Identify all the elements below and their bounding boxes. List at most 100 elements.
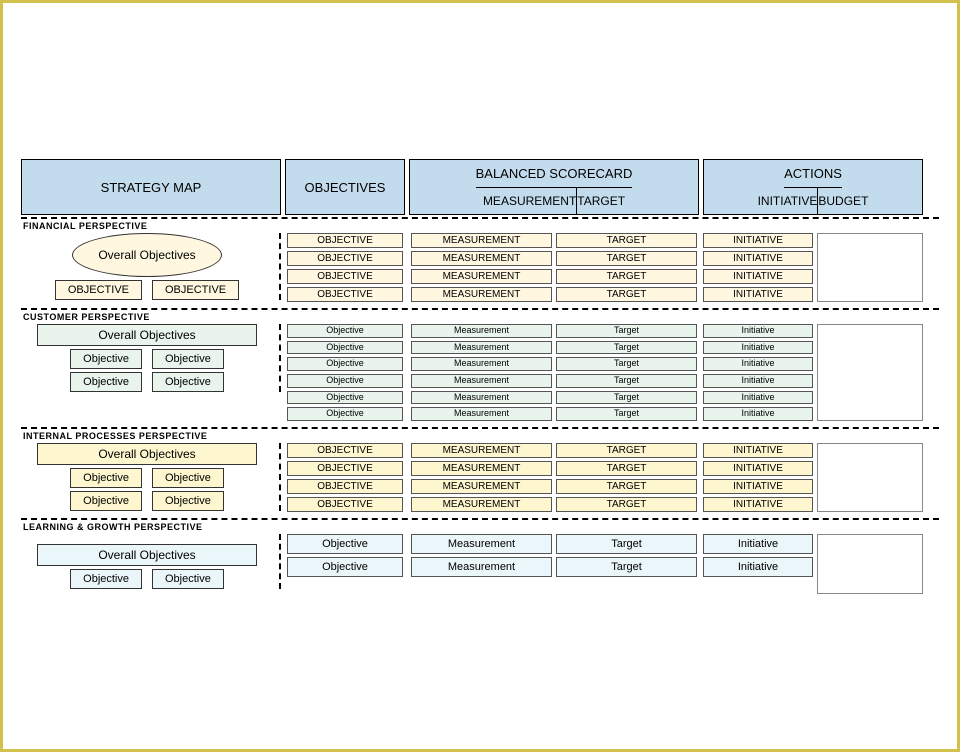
objectives-column: OBJECTIVEOBJECTIVEOBJECTIVEOBJECTIVE <box>285 233 405 302</box>
initiative-cell: INITIATIVE <box>703 497 813 512</box>
objectives-column: ObjectiveObjective <box>285 534 405 577</box>
bsc-column: MEASUREMENTTARGETMEASUREMENTTARGETMEASUR… <box>409 443 699 512</box>
initiative-column: INITIATIVE INITIATIVE INITIATIVE INITIATIVE <box>703 443 813 512</box>
target-cell: TARGET <box>556 269 697 284</box>
perspective-label: FINANCIAL PERSPECTIVE <box>23 221 939 231</box>
initiative-cell: INITIATIVE <box>703 287 813 302</box>
overall-objectives-oval: Overall Objectives <box>72 233 222 277</box>
target-cell: Target <box>556 391 697 405</box>
strategy-objective: Objective <box>152 569 224 589</box>
objectives-column: OBJECTIVEOBJECTIVEOBJECTIVEOBJECTIVE <box>285 443 405 512</box>
measurement-cell: Measurement <box>411 341 552 355</box>
target-cell: TARGET <box>556 497 697 512</box>
objective-cell: Objective <box>287 407 403 421</box>
overall-objectives-rect: Overall Objectives <box>37 443 257 465</box>
objective-cell: Objective <box>287 341 403 355</box>
bsc-row: MeasurementTarget <box>411 357 697 371</box>
perspective-label: LEARNING & GROWTH PERSPECTIVE <box>23 522 939 532</box>
objective-cell: OBJECTIVE <box>287 269 403 284</box>
target-cell: Target <box>556 557 697 577</box>
header-measurement: MEASUREMENT <box>483 188 576 215</box>
bsc-row: MeasurementTarget <box>411 374 697 388</box>
strategy-objective: Objective <box>152 468 224 488</box>
perspective-financial: FINANCIAL PERSPECTIVEOverall ObjectivesO… <box>21 217 939 306</box>
measurement-cell: Measurement <box>411 391 552 405</box>
initiative-cell: INITIATIVE <box>703 233 813 248</box>
strategy-column: Overall ObjectivesObjectiveObjective <box>21 534 281 589</box>
strategy-objective: OBJECTIVE <box>152 280 239 300</box>
measurement-cell: MEASUREMENT <box>411 443 552 458</box>
perspective-customer: CUSTOMER PERSPECTIVE Overall Objectives Ob… <box>21 308 939 425</box>
bsc-row: MeasurementTarget <box>411 407 697 421</box>
overall-objectives-rect: Overall Objectives <box>37 324 257 346</box>
strategy-objective: OBJECTIVE <box>55 280 142 300</box>
target-cell: Target <box>556 407 697 421</box>
bsc-row: MEASUREMENTTARGET <box>411 251 697 266</box>
initiative-cell: Initiative <box>703 557 813 577</box>
target-cell: Target <box>556 374 697 388</box>
initiative-cell: Initiative <box>703 534 813 554</box>
header-actions: ACTIONS INITIATIVE BUDGET <box>703 159 923 215</box>
objective-pair: OBJECTIVE OBJECTIVE <box>21 280 273 300</box>
initiative-column: INITIATIVE INITIATIVE INITIATIVE INITIATIVE <box>703 233 813 302</box>
objective-cell: OBJECTIVE <box>287 443 403 458</box>
initiative-cell: INITIATIVE <box>703 461 813 476</box>
objective-cell: OBJECTIVE <box>287 251 403 266</box>
header-budget: BUDGET <box>817 188 868 215</box>
initiative-cell: INITIATIVE <box>703 269 813 284</box>
perspective-label: INTERNAL PROCESSES PERSPECTIVE <box>23 431 939 441</box>
perspective-body: Overall ObjectivesObjectiveObjectiveObje… <box>21 443 939 512</box>
bsc-row: MEASUREMENT TARGET <box>411 461 697 476</box>
objectives-column: ObjectiveObjectiveObjectiveObjectiveObje… <box>285 324 405 421</box>
target-cell: TARGET <box>556 479 697 494</box>
objective-cell: OBJECTIVE <box>287 287 403 302</box>
perspective-body: Overall ObjectivesObjectiveObjectiveObje… <box>21 534 939 594</box>
overall-objectives-rect: Overall Objectives <box>37 544 257 566</box>
initiative-cell: INITIATIVE <box>703 251 813 266</box>
actions-column: InitiativeInitiativeInitiativeInitiative… <box>703 324 923 421</box>
strategy-objective: Objective <box>70 491 142 511</box>
bsc-column: MEASUREMENTTARGET MEASUREMENTTARGET MEASUR… <box>409 233 699 302</box>
bsc-row: MEASUREMENTTARGET <box>411 497 697 512</box>
header-row: STRATEGY MAP OBJECTIVES BALANCED SCORECA… <box>21 159 939 215</box>
target-cell: TARGET <box>556 233 697 248</box>
objective-cell: Objective <box>287 324 403 338</box>
objective-pair: ObjectiveObjective <box>21 372 273 392</box>
initiative-cell: INITIATIVE <box>703 479 813 494</box>
objective-cell: OBJECTIVE <box>287 461 403 476</box>
strategy-column: Overall Objectives OBJECTIVE OBJECTIVE <box>21 233 281 300</box>
target-cell: TARGET <box>556 461 697 476</box>
bsc-row: MEASUREMENTTARGET <box>411 269 697 284</box>
initiative-cell: Initiative <box>703 391 813 405</box>
objective-pair: Objective Objective <box>21 468 273 488</box>
measurement-cell: Measurement <box>411 357 552 371</box>
strategy-objective: Objective <box>70 468 142 488</box>
perspective-body: Overall ObjectivesObjectiveObjectiveObje… <box>21 324 939 421</box>
actions-column: Initiative Initiative <box>703 534 923 594</box>
actions-column: INITIATIVE INITIATIVE INITIATIVE INITIATIVE <box>703 233 923 302</box>
bsc-row: MeasurementTarget <box>411 324 697 338</box>
perspective-label: CUSTOMER PERSPECTIVE <box>23 312 939 322</box>
bsc-row: MEASUREMENTTARGET <box>411 287 697 302</box>
strategy-objective: Objective <box>70 372 142 392</box>
budget-cell <box>817 443 923 512</box>
objective-cell: Objective <box>287 534 403 554</box>
budget-cell <box>817 534 923 594</box>
perspective-internal: INTERNAL PROCESSES PERSPECTIVE Overall Ob… <box>21 427 939 516</box>
bsc-row: MeasurementTarget <box>411 341 697 355</box>
actions-column: INITIATIVE INITIATIVE INITIATIVE INITIATIVE <box>703 443 923 512</box>
header-bsc-title: BALANCED SCORECARD <box>476 160 633 188</box>
initiative-cell: Initiative <box>703 407 813 421</box>
bsc-row: MEASUREMENTTARGET <box>411 479 697 494</box>
perspective-body: Overall ObjectivesOBJECTIVEOBJECTIVEOBJE… <box>21 233 939 302</box>
objective-pair: ObjectiveObjective <box>21 349 273 369</box>
bsc-row: Measurement Target <box>411 391 697 405</box>
bsc-row: MEASUREMENTTARGET <box>411 233 697 248</box>
target-cell: TARGET <box>556 287 697 302</box>
budget-cell <box>817 324 923 421</box>
measurement-cell: MEASUREMENT <box>411 461 552 476</box>
initiative-cell: INITIATIVE <box>703 443 813 458</box>
initiative-column: Initiative Initiative <box>703 534 813 594</box>
target-cell: TARGET <box>556 251 697 266</box>
target-cell: TARGET <box>556 443 697 458</box>
